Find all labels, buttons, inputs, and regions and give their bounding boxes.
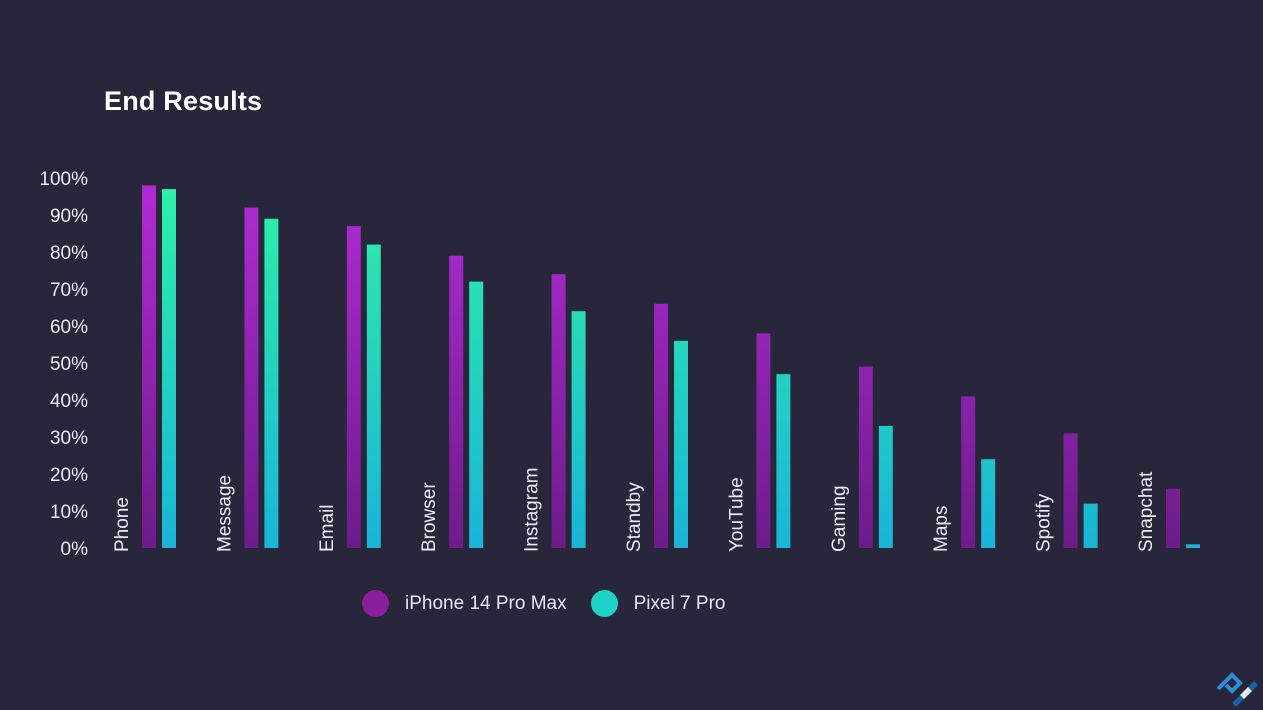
bars xyxy=(142,185,1200,548)
bar-iphone-maps xyxy=(961,396,976,548)
x-tick-label-message: Message xyxy=(214,475,235,552)
bar-pixel-youtube xyxy=(776,374,791,548)
legend-label-iphone: iPhone 14 Pro Max xyxy=(405,592,567,614)
bar-iphone-youtube xyxy=(756,333,771,548)
y-tick-label: 60% xyxy=(50,317,88,338)
bar-iphone-phone xyxy=(142,185,156,548)
bar-iphone-standby xyxy=(654,303,668,548)
bar-pixel-maps xyxy=(981,459,996,548)
legend: iPhone 14 Pro Max Pixel 7 Pro xyxy=(362,590,749,617)
y-tick-label: 70% xyxy=(50,280,88,301)
y-tick-label: 90% xyxy=(50,206,88,227)
bar-pixel-browser xyxy=(469,281,484,548)
bar-pixel-instagram xyxy=(571,311,586,548)
x-tick-label-snapchat: Snapchat xyxy=(1136,471,1157,552)
legend-label-pixel: Pixel 7 Pro xyxy=(633,592,726,614)
bar-iphone-message xyxy=(244,207,259,548)
bar-pixel-gaming xyxy=(878,425,893,548)
x-tick-label-maps: Maps xyxy=(931,506,952,552)
bar-pixel-phone xyxy=(162,189,176,548)
y-tick-label: 10% xyxy=(50,502,88,523)
y-tick-label: 0% xyxy=(61,539,89,560)
bar-pixel-email xyxy=(366,244,381,548)
bar-iphone-snapchat xyxy=(1166,488,1180,548)
x-tick-label-email: Email xyxy=(317,504,338,552)
legend-item-pixel: Pixel 7 Pro xyxy=(590,590,726,617)
y-tick-label: 50% xyxy=(50,354,88,375)
y-tick-label: 40% xyxy=(50,391,88,412)
x-tick-label-instagram: Instagram xyxy=(522,468,543,552)
brand-logo-icon xyxy=(1216,672,1258,707)
y-axis: 0% 10% 20% 30% 40% 50% 60% 70% 80% 90% 100% xyxy=(39,169,88,560)
bar-pixel-message xyxy=(264,218,279,548)
y-tick-label: 20% xyxy=(50,465,88,486)
bar-iphone-spotify xyxy=(1063,433,1078,548)
x-tick-label-gaming: Gaming xyxy=(829,485,850,552)
x-axis-labels: Phone Message Email Browser Instagram Standby… xyxy=(112,468,1157,552)
bar-pixel-snapchat xyxy=(1186,544,1200,548)
x-tick-label-browser: Browser xyxy=(419,482,440,552)
y-tick-label: 80% xyxy=(50,243,88,264)
bar-iphone-instagram xyxy=(551,274,566,548)
x-tick-label-phone: Phone xyxy=(112,497,133,552)
chart-title: End Results xyxy=(104,86,263,116)
bar-iphone-gaming xyxy=(858,366,873,548)
legend-item-iphone: iPhone 14 Pro Max xyxy=(362,590,567,617)
y-tick-label: 100% xyxy=(39,169,88,190)
bar-pixel-spotify xyxy=(1083,503,1098,548)
bar-pixel-standby xyxy=(674,340,688,548)
bar-iphone-browser xyxy=(449,255,464,548)
x-tick-label-youtube: YouTube xyxy=(726,477,747,552)
legend-swatch-iphone xyxy=(362,590,389,617)
y-tick-label: 30% xyxy=(50,428,88,449)
bar-iphone-email xyxy=(346,226,361,548)
x-tick-label-spotify: Spotify xyxy=(1034,493,1055,552)
legend-swatch-pixel xyxy=(590,590,618,617)
x-tick-label-standby: Standby xyxy=(624,482,645,552)
